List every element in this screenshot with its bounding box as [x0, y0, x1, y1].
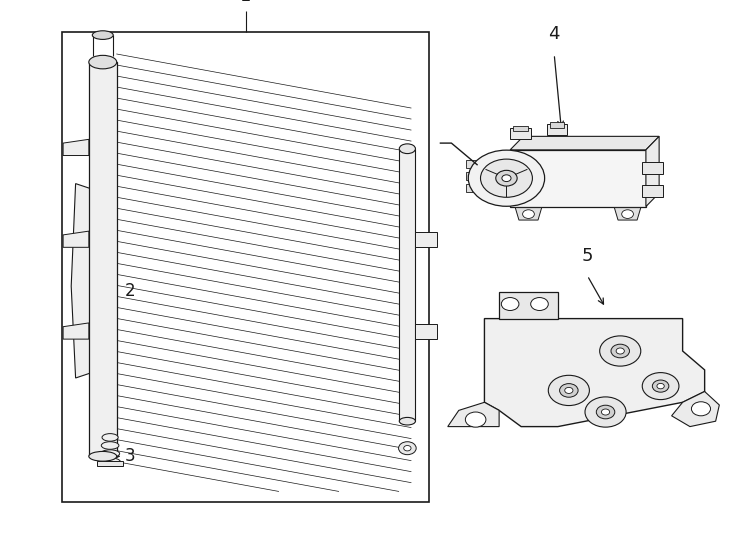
Polygon shape — [448, 402, 499, 427]
Polygon shape — [614, 207, 641, 220]
Circle shape — [622, 210, 633, 218]
Text: 2: 2 — [125, 281, 135, 300]
Bar — [642, 185, 663, 197]
Circle shape — [501, 298, 519, 310]
Bar — [466, 160, 495, 168]
Circle shape — [404, 446, 411, 451]
Ellipse shape — [399, 144, 415, 153]
Bar — [399, 148, 415, 421]
Bar — [97, 461, 123, 466]
Polygon shape — [510, 136, 659, 150]
Ellipse shape — [89, 451, 117, 461]
Circle shape — [616, 348, 625, 354]
Bar — [547, 124, 567, 135]
Circle shape — [523, 210, 534, 218]
Bar — [513, 126, 528, 131]
Polygon shape — [415, 232, 437, 247]
Ellipse shape — [89, 56, 117, 69]
Text: 5: 5 — [581, 247, 593, 265]
Circle shape — [611, 344, 630, 358]
Polygon shape — [63, 231, 89, 247]
Circle shape — [596, 405, 615, 419]
Text: 3: 3 — [125, 447, 135, 465]
Bar — [466, 184, 495, 192]
Circle shape — [481, 159, 532, 197]
Polygon shape — [646, 136, 659, 206]
Circle shape — [559, 383, 578, 397]
Circle shape — [468, 150, 545, 206]
Polygon shape — [63, 139, 89, 156]
Ellipse shape — [100, 458, 120, 465]
Circle shape — [657, 383, 664, 389]
Circle shape — [585, 397, 626, 427]
Ellipse shape — [101, 450, 120, 457]
Circle shape — [495, 170, 517, 186]
Bar — [510, 128, 531, 139]
Ellipse shape — [92, 31, 113, 39]
Polygon shape — [63, 323, 89, 339]
Circle shape — [548, 375, 589, 406]
Circle shape — [600, 336, 641, 366]
Circle shape — [399, 442, 416, 455]
Circle shape — [465, 412, 486, 427]
Bar — [466, 172, 495, 180]
Bar — [62, 32, 429, 502]
Ellipse shape — [101, 442, 119, 449]
Polygon shape — [415, 324, 437, 339]
Circle shape — [502, 175, 511, 181]
Circle shape — [653, 380, 669, 392]
Text: 1: 1 — [240, 0, 252, 5]
Ellipse shape — [399, 417, 415, 425]
Polygon shape — [499, 292, 558, 319]
Circle shape — [564, 387, 573, 394]
Polygon shape — [484, 319, 705, 427]
Bar — [642, 162, 663, 174]
Ellipse shape — [102, 434, 118, 441]
Circle shape — [691, 402, 711, 416]
Polygon shape — [71, 184, 92, 378]
Text: 4: 4 — [548, 25, 560, 43]
Bar — [550, 122, 564, 127]
Bar — [89, 62, 117, 456]
Circle shape — [531, 298, 548, 310]
Circle shape — [642, 373, 679, 400]
Polygon shape — [510, 150, 646, 206]
Circle shape — [601, 409, 610, 415]
Polygon shape — [672, 392, 719, 427]
Polygon shape — [515, 207, 542, 220]
